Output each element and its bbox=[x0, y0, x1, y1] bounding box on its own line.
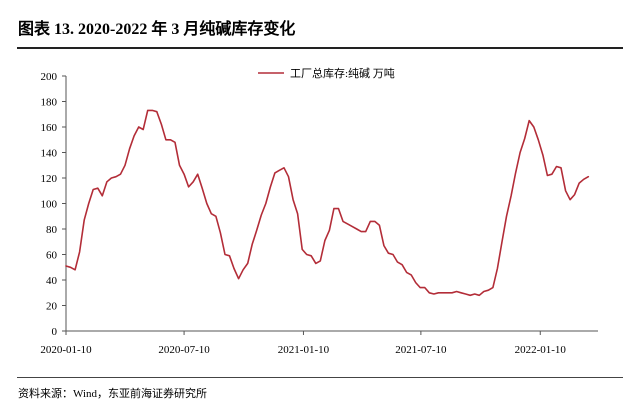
x-axis: 2020-01-10 2020-07-10 2021-01-10 2021-07-10… bbox=[40, 331, 566, 356]
y-tick-label: 60 bbox=[46, 250, 58, 262]
y-axis: 0 20 40 60 80 100 120 140 160 180 200 bbox=[41, 71, 66, 338]
y-tick-label: 80 bbox=[46, 224, 58, 236]
x-tick-label: 2022-01-10 bbox=[515, 344, 567, 356]
title-divider bbox=[17, 47, 623, 49]
y-tick-label: 180 bbox=[41, 97, 58, 109]
y-tick-label: 160 bbox=[41, 122, 58, 134]
y-tick-label: 120 bbox=[41, 173, 58, 185]
y-tick-label: 200 bbox=[41, 71, 58, 83]
x-tick-label: 2021-07-10 bbox=[395, 344, 447, 356]
x-tick-label: 2021-01-10 bbox=[278, 344, 330, 356]
y-tick-label: 40 bbox=[46, 275, 58, 287]
y-tick-label: 140 bbox=[41, 148, 58, 160]
source-note: 资料来源：Wind，东亚前海证券研究所 bbox=[18, 388, 207, 400]
figure-title: 图表 13. 2020-2022 年 3 月纯碱库存变化 bbox=[18, 21, 296, 38]
y-tick-label: 0 bbox=[52, 326, 58, 338]
series-group bbox=[65, 109, 590, 297]
x-tick-label: 2020-07-10 bbox=[158, 344, 210, 356]
y-tick-label: 100 bbox=[41, 199, 58, 211]
legend-label: 工厂总库存:纯碱 万吨 bbox=[290, 66, 395, 80]
y-tick-label: 20 bbox=[46, 301, 58, 313]
x-tick-label: 2020-01-10 bbox=[40, 344, 92, 356]
legend: 工厂总库存:纯碱 万吨 bbox=[258, 66, 395, 80]
series-line bbox=[65, 109, 590, 297]
source-divider bbox=[17, 377, 623, 378]
